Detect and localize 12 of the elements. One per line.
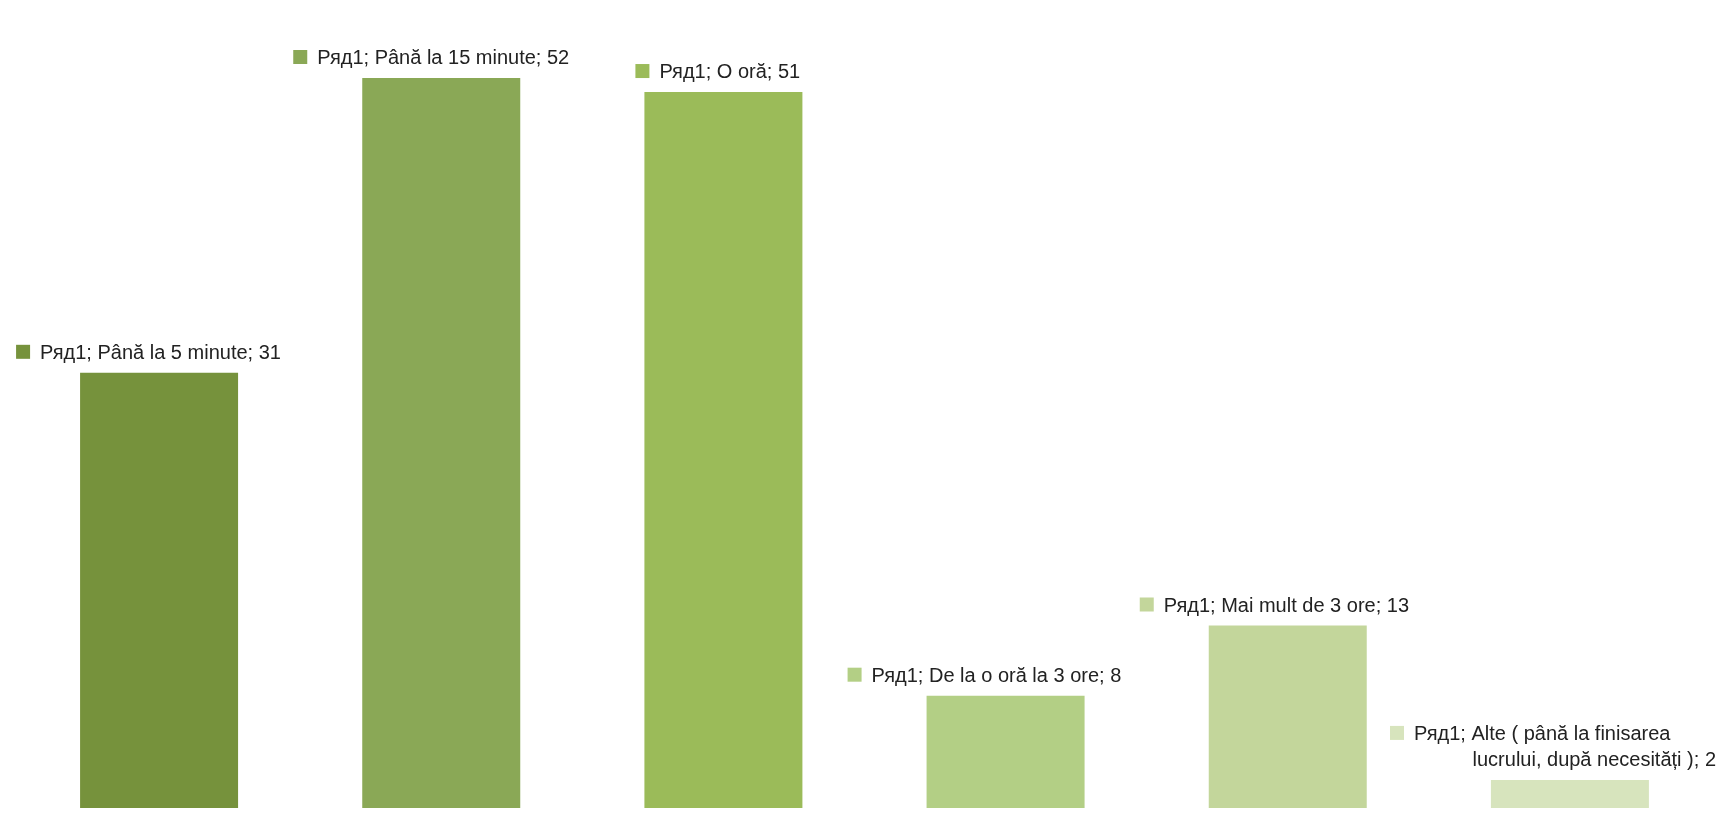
data-label: Ряд1; Până la 5 minute; 31 <box>40 340 281 363</box>
bar <box>80 372 239 808</box>
bar <box>362 78 521 808</box>
data-label: Ряд1; Mai mult de 3 ore; 13 <box>1163 593 1410 616</box>
bar <box>1490 779 1649 808</box>
bar <box>1208 625 1367 808</box>
bar <box>644 92 803 808</box>
data-label: Ряд1; Alte ( până la finisarea lucrului, după necesități ); 2 <box>1414 721 1716 770</box>
data-label: Ряд1; Până la 15 minute; 52 <box>317 46 570 68</box>
data-label: Ряд1; De la o oră la 3 ore; 8 <box>871 663 1122 686</box>
data-label: Ряд1; O oră; 51 <box>659 60 801 83</box>
bar <box>926 695 1085 808</box>
